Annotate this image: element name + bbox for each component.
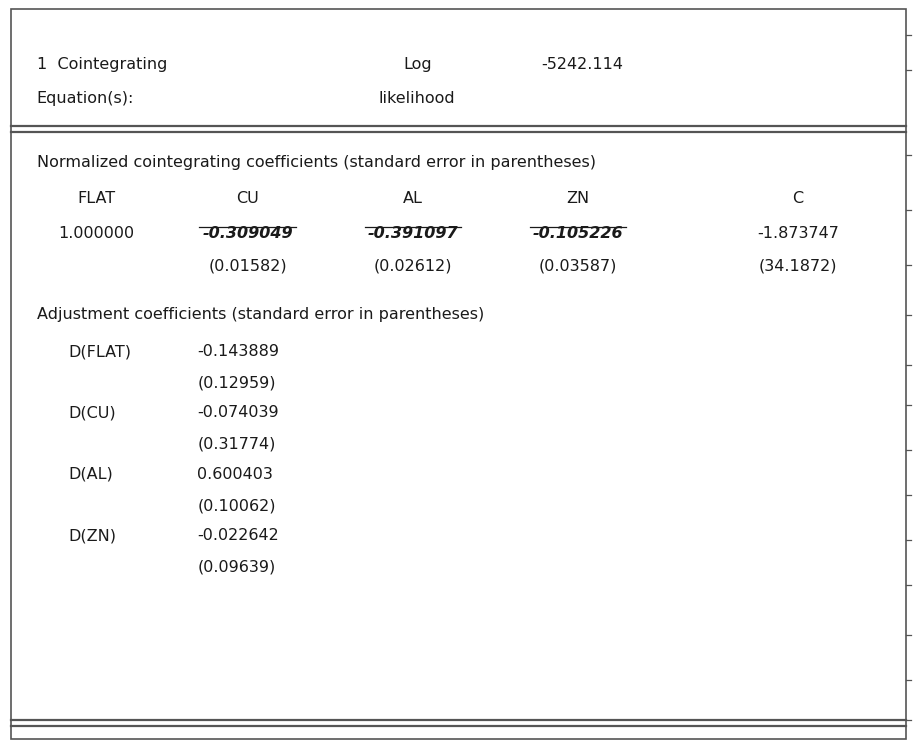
Text: (0.02612): (0.02612) xyxy=(373,259,452,274)
Text: -0.309049: -0.309049 xyxy=(203,226,293,241)
Text: Log: Log xyxy=(403,57,432,72)
Text: ZN: ZN xyxy=(566,191,590,206)
FancyBboxPatch shape xyxy=(11,9,906,739)
Text: (0.12959): (0.12959) xyxy=(197,375,276,390)
Text: 1.000000: 1.000000 xyxy=(58,226,135,241)
Text: Adjustment coefficients (standard error in parentheses): Adjustment coefficients (standard error … xyxy=(37,307,484,322)
Text: C: C xyxy=(792,191,803,206)
Text: (0.10062): (0.10062) xyxy=(197,498,276,513)
Text: FLAT: FLAT xyxy=(77,191,116,206)
Text: (0.01582): (0.01582) xyxy=(208,259,287,274)
Text: (34.1872): (34.1872) xyxy=(758,259,837,274)
Text: D(FLAT): D(FLAT) xyxy=(69,344,132,359)
Text: Normalized cointegrating coefficients (standard error in parentheses): Normalized cointegrating coefficients (s… xyxy=(37,155,596,170)
Text: D(CU): D(CU) xyxy=(69,405,116,420)
Text: -5242.114: -5242.114 xyxy=(541,57,623,72)
Text: (0.31774): (0.31774) xyxy=(197,437,275,452)
Text: 0.600403: 0.600403 xyxy=(197,467,273,482)
Text: -0.105226: -0.105226 xyxy=(533,226,623,241)
Text: likelihood: likelihood xyxy=(379,91,456,106)
Text: D(AL): D(AL) xyxy=(69,467,114,482)
Text: -0.143889: -0.143889 xyxy=(197,344,279,359)
Text: D(ZN): D(ZN) xyxy=(69,528,116,543)
Text: -0.074039: -0.074039 xyxy=(197,405,279,420)
Text: Equation(s):: Equation(s): xyxy=(37,91,134,106)
Text: (0.09639): (0.09639) xyxy=(197,560,275,574)
Text: -1.873747: -1.873747 xyxy=(757,226,839,241)
Text: AL: AL xyxy=(403,191,423,206)
Text: CU: CU xyxy=(237,191,259,206)
Text: (0.03587): (0.03587) xyxy=(538,259,617,274)
Text: -0.022642: -0.022642 xyxy=(197,528,279,543)
Text: 1  Cointegrating: 1 Cointegrating xyxy=(37,57,167,72)
Text: -0.391097: -0.391097 xyxy=(368,226,458,241)
